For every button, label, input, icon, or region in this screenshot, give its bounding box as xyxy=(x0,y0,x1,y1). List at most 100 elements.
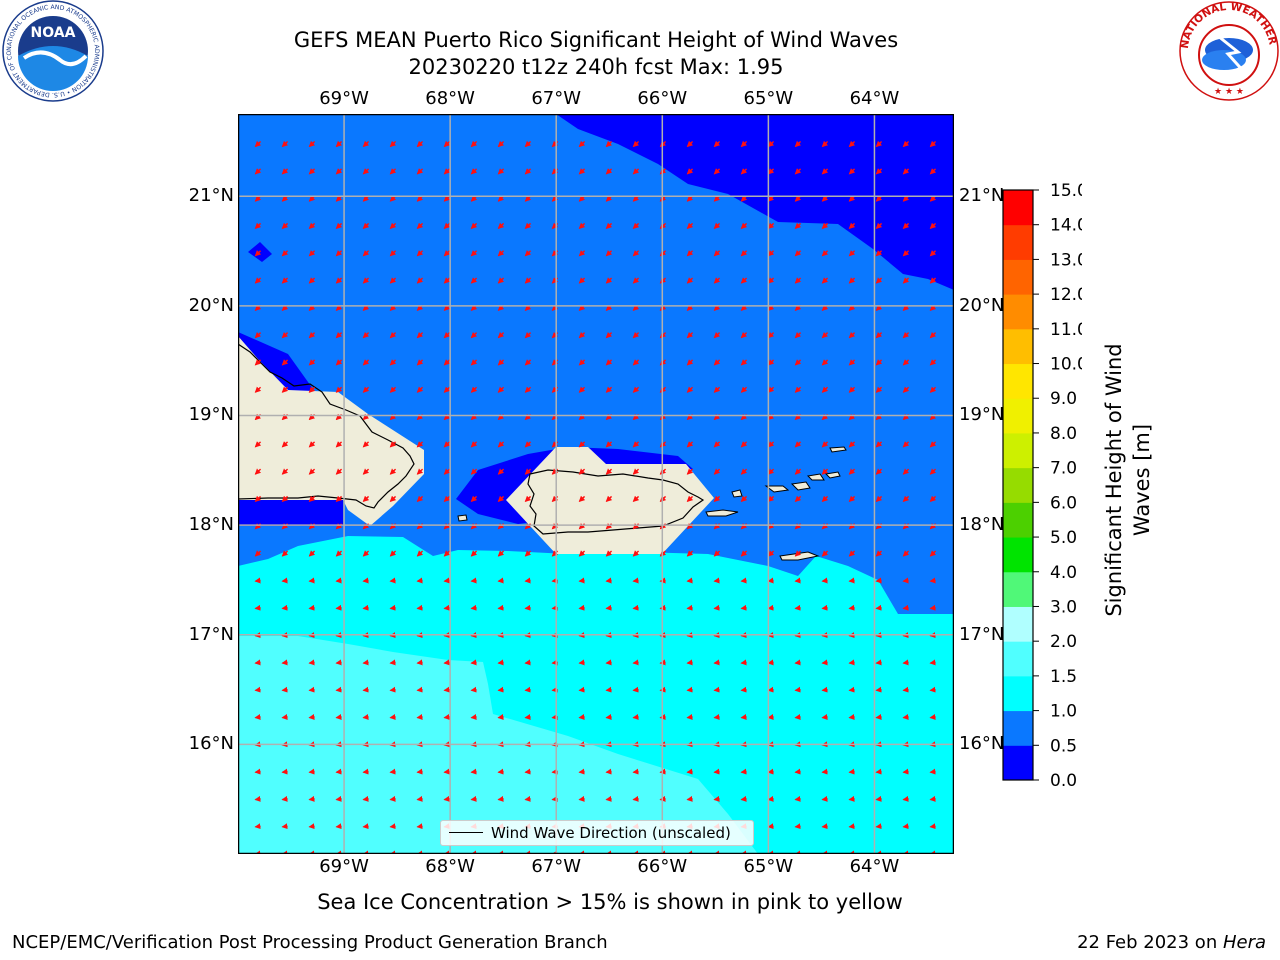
wave-arrow xyxy=(902,277,910,284)
wave-arrow xyxy=(389,495,397,503)
wave-arrow xyxy=(254,686,261,693)
island-anegada xyxy=(829,446,847,453)
wave-arrow xyxy=(335,140,343,148)
wave-arrow xyxy=(335,441,343,448)
wave-arrow xyxy=(875,441,883,448)
wave-arrow xyxy=(794,331,802,339)
wave-arrow xyxy=(497,604,504,611)
wave-arrow xyxy=(821,140,829,148)
wave-arrow xyxy=(713,659,720,666)
wave-arrow xyxy=(821,359,829,366)
wave-arrow xyxy=(605,250,613,257)
wave-arrow xyxy=(335,550,343,557)
wave-arrow xyxy=(254,140,262,148)
wave-arrow xyxy=(362,550,370,557)
wave-arrow xyxy=(497,168,505,175)
wave-arrow xyxy=(821,250,829,257)
wave-arrow xyxy=(794,686,801,693)
wave-arrow xyxy=(524,795,531,802)
colorbar-tick-label: 6.0 xyxy=(1050,493,1077,513)
wave-arrow xyxy=(281,386,289,393)
wave-arrow xyxy=(470,577,477,584)
wave-arrow xyxy=(524,222,532,230)
wave-arrow xyxy=(497,250,505,257)
wave-arrow xyxy=(416,686,423,693)
footer-date-text: 22 Feb 2023 on xyxy=(1077,932,1223,953)
wave-arrow xyxy=(767,659,774,666)
wave-arrow xyxy=(362,604,369,611)
wave-arrow xyxy=(281,495,289,503)
wave-arrow xyxy=(767,441,775,448)
wave-arrow xyxy=(497,659,504,666)
colorbar-tick-label: 3.0 xyxy=(1050,597,1077,617)
wave-arrow xyxy=(767,686,774,693)
wave-arrow xyxy=(578,168,586,175)
wave-arrow xyxy=(389,713,396,720)
wave-height-map xyxy=(238,114,954,854)
wave-arrow xyxy=(848,495,856,503)
wave-arrow xyxy=(794,468,802,475)
wave-arrow xyxy=(713,686,720,693)
wave-arrow xyxy=(686,359,694,366)
wave-arrow xyxy=(578,386,586,393)
wave-arrow xyxy=(794,140,802,148)
wave-arrow xyxy=(875,468,883,475)
wave-arrow xyxy=(929,359,937,366)
wave-arrow xyxy=(389,168,397,175)
wave-arrow xyxy=(821,795,828,802)
wave-arrow xyxy=(929,140,937,148)
wave-arrow xyxy=(443,713,450,720)
lat-label-right: 19°N xyxy=(959,404,1005,426)
wave-arrow xyxy=(308,795,315,802)
wave-arrow xyxy=(389,550,397,557)
wave-arrow xyxy=(686,768,693,775)
lon-label-top: 67°W xyxy=(531,88,582,109)
colorbar: 0.0 0.5 1.0 1.5 2.0 3.0 4.0 5.0 6.0 7.0 8.0 9.0 10.0… xyxy=(1002,181,1082,790)
wave-arrow xyxy=(443,577,450,584)
wave-arrow xyxy=(713,250,721,257)
wave-arrow xyxy=(686,604,693,611)
wave-arrow xyxy=(524,140,532,148)
wave-arrow xyxy=(470,331,478,339)
wave-arrow xyxy=(389,386,397,393)
colorbar-tick-label: 4.0 xyxy=(1050,563,1077,583)
colorbar-segment xyxy=(1003,710,1033,746)
wave-arrow xyxy=(902,713,909,720)
wave-arrow xyxy=(470,168,478,175)
colorbar-tick-label: 9.0 xyxy=(1050,389,1077,409)
colorbar-segment xyxy=(1003,328,1033,365)
lon-label-top: 66°W xyxy=(637,88,688,109)
wave-arrow xyxy=(281,250,289,257)
wave-arrow xyxy=(740,659,747,666)
wave-arrow xyxy=(605,795,612,802)
wave-arrow xyxy=(605,604,612,611)
wave-arrow xyxy=(389,441,397,448)
wave-arrow xyxy=(389,250,397,257)
wave-arrow xyxy=(443,659,450,666)
wave-arrow xyxy=(254,359,262,366)
wave-arrow xyxy=(632,359,640,366)
wave-arrow xyxy=(821,277,829,284)
wave-arrow xyxy=(497,550,505,557)
wave-arrow xyxy=(740,222,748,230)
wave-arrow xyxy=(902,823,909,830)
wave-arrow xyxy=(308,823,315,830)
wave-arrow xyxy=(443,550,451,557)
wave-arrow xyxy=(929,686,936,693)
coast-puerto-rico xyxy=(527,469,705,535)
wave-arrow xyxy=(362,768,369,775)
colorbar-tick-label: 2.0 xyxy=(1050,632,1077,652)
wave-arrow xyxy=(929,468,937,475)
wave-arrow xyxy=(362,468,370,475)
wave-arrow xyxy=(281,468,289,475)
wave-arrow xyxy=(767,604,774,611)
wave-arrow xyxy=(308,604,315,611)
wave-arrow xyxy=(254,495,262,503)
wave-arrow xyxy=(821,495,829,503)
wave-arrow xyxy=(281,713,288,720)
wave-arrow xyxy=(929,222,937,230)
lon-label-bottom: 65°W xyxy=(743,856,794,877)
wave-arrow xyxy=(605,495,613,503)
wave-arrow xyxy=(875,659,882,666)
wave-arrow xyxy=(578,140,586,148)
